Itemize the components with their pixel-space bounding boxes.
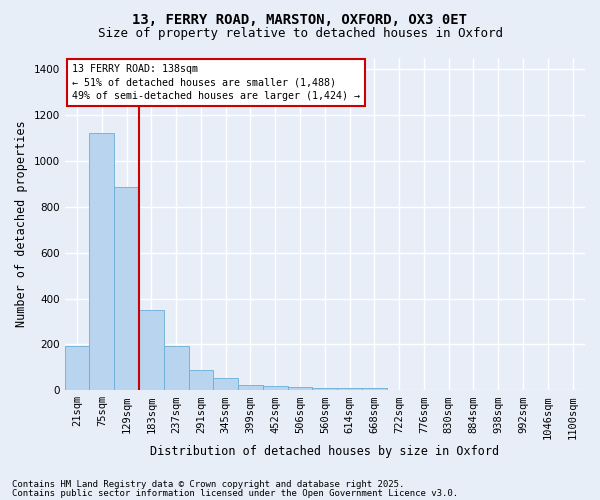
Bar — [238, 386, 263, 390]
Text: Contains HM Land Registry data © Crown copyright and database right 2025.: Contains HM Land Registry data © Crown c… — [12, 480, 404, 489]
Bar — [214, 378, 238, 390]
Text: Size of property relative to detached houses in Oxford: Size of property relative to detached ho… — [97, 28, 503, 40]
Bar — [188, 370, 214, 390]
Text: Contains public sector information licensed under the Open Government Licence v3: Contains public sector information licen… — [12, 489, 458, 498]
Bar — [337, 388, 362, 390]
Bar — [65, 346, 89, 391]
Bar — [139, 310, 164, 390]
Bar — [89, 133, 114, 390]
Y-axis label: Number of detached properties: Number of detached properties — [15, 120, 28, 327]
Bar — [164, 346, 188, 391]
Bar — [362, 388, 387, 390]
Bar — [313, 388, 337, 390]
Text: 13, FERRY ROAD, MARSTON, OXFORD, OX3 0ET: 13, FERRY ROAD, MARSTON, OXFORD, OX3 0ET — [133, 12, 467, 26]
Bar — [114, 187, 139, 390]
Bar — [287, 387, 313, 390]
X-axis label: Distribution of detached houses by size in Oxford: Distribution of detached houses by size … — [150, 444, 499, 458]
Text: 13 FERRY ROAD: 138sqm
← 51% of detached houses are smaller (1,488)
49% of semi-d: 13 FERRY ROAD: 138sqm ← 51% of detached … — [73, 64, 361, 100]
Bar — [263, 386, 287, 390]
